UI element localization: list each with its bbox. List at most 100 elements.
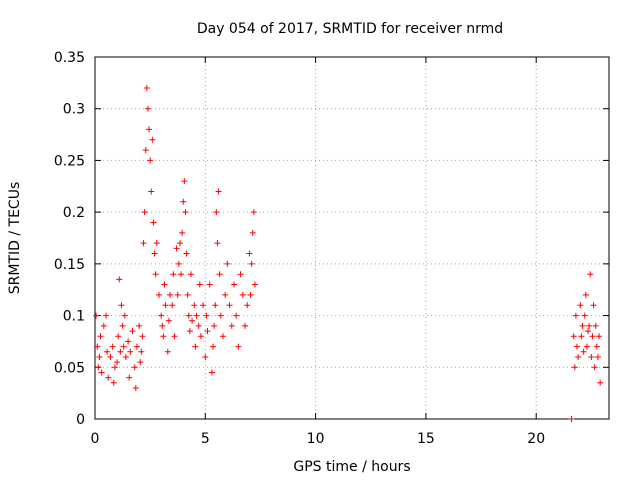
data-point xyxy=(200,302,207,309)
data-point xyxy=(251,281,258,288)
grid xyxy=(95,57,609,419)
data-point xyxy=(143,85,150,92)
data-point xyxy=(585,328,592,335)
data-point xyxy=(180,198,187,205)
y-tick-label: 0.25 xyxy=(54,153,85,169)
data-point xyxy=(158,312,165,319)
data-point xyxy=(578,333,585,340)
data-point xyxy=(590,302,597,309)
plot-frame xyxy=(94,56,610,420)
data-point xyxy=(230,281,237,288)
data-point xyxy=(196,281,203,288)
data-point xyxy=(126,374,133,381)
data-point xyxy=(150,219,157,226)
data-point xyxy=(107,353,114,360)
data-point xyxy=(173,245,180,252)
data-point xyxy=(98,369,105,376)
data-point xyxy=(244,302,251,309)
data-point xyxy=(579,322,586,329)
data-point xyxy=(121,312,128,319)
data-point xyxy=(242,322,249,329)
data-point xyxy=(165,317,172,324)
chart-title: Day 054 of 2017, SRMTID for receiver nrm… xyxy=(197,21,503,37)
data-point xyxy=(141,209,148,216)
data-point xyxy=(169,302,176,309)
data-point xyxy=(153,240,160,247)
data-point xyxy=(160,333,167,340)
data-point xyxy=(167,291,174,298)
data-point xyxy=(226,302,233,309)
data-point xyxy=(149,136,156,143)
x-tick-label: 20 xyxy=(527,431,545,447)
data-point xyxy=(110,379,117,386)
data-point xyxy=(116,276,123,283)
data-point xyxy=(111,364,118,371)
data-point xyxy=(572,312,579,319)
data-point xyxy=(224,260,231,267)
data-point xyxy=(239,291,246,298)
data-point xyxy=(96,353,103,360)
data-point xyxy=(213,209,220,216)
x-tick-label: 10 xyxy=(307,431,325,447)
data-point xyxy=(120,343,127,350)
data-point xyxy=(95,364,102,371)
data-point xyxy=(184,291,191,298)
x-axis-label: GPS time / hours xyxy=(293,459,410,475)
data-point xyxy=(577,302,584,309)
data-point xyxy=(142,147,149,154)
data-point xyxy=(146,126,153,133)
data-point xyxy=(586,322,593,329)
data-point xyxy=(215,188,222,195)
data-point xyxy=(187,271,194,278)
data-point xyxy=(587,271,594,278)
data-point xyxy=(582,291,589,298)
data-point xyxy=(147,157,154,164)
data-point xyxy=(580,348,587,355)
data-point xyxy=(210,343,217,350)
data-point xyxy=(592,322,599,329)
data-point xyxy=(117,348,124,355)
data-point xyxy=(148,188,155,195)
data-point xyxy=(570,333,577,340)
data-point xyxy=(137,359,144,366)
data-points xyxy=(93,85,604,422)
data-point xyxy=(249,229,256,236)
data-point xyxy=(208,369,215,376)
data-point xyxy=(597,379,604,386)
data-point xyxy=(151,250,158,257)
data-point xyxy=(131,364,138,371)
data-point xyxy=(248,260,255,267)
data-point xyxy=(109,343,116,350)
data-point xyxy=(594,353,601,360)
data-point xyxy=(144,105,151,112)
data-point xyxy=(97,333,104,340)
data-point xyxy=(237,271,244,278)
x-tick-label: 5 xyxy=(201,431,210,447)
data-point xyxy=(103,312,110,319)
data-point xyxy=(589,333,596,340)
data-point xyxy=(115,333,122,340)
data-point xyxy=(247,291,254,298)
data-point xyxy=(250,209,257,216)
axis-ticks xyxy=(94,56,609,420)
data-point xyxy=(129,328,136,335)
x-tick-label: 15 xyxy=(417,431,435,447)
data-point xyxy=(583,343,590,350)
data-point xyxy=(219,333,226,340)
data-point xyxy=(164,348,171,355)
data-point xyxy=(233,312,240,319)
y-tick-label: 0.3 xyxy=(63,102,85,118)
y-tick-label: 0.05 xyxy=(54,360,85,376)
data-point xyxy=(118,302,125,309)
data-point xyxy=(228,322,235,329)
data-point xyxy=(575,353,582,360)
data-point xyxy=(127,348,134,355)
tick-labels: 0 5 10 15 20 0 0.05 0.1 0.15 0.2 0.25 0.3 0.35 xyxy=(54,50,545,447)
data-point xyxy=(161,281,168,288)
data-point xyxy=(212,302,219,309)
data-point xyxy=(170,271,177,278)
data-point xyxy=(593,343,600,350)
data-point xyxy=(152,271,159,278)
data-point xyxy=(178,271,185,278)
